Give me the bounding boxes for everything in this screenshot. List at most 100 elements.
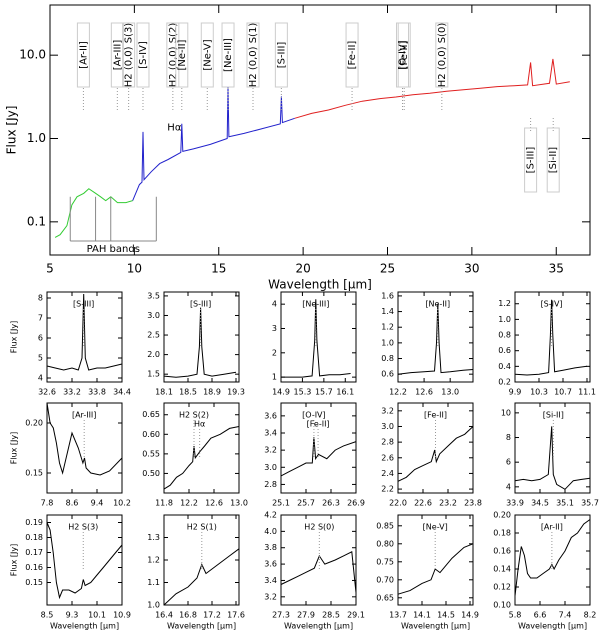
y-tick-label: 4.2 [264,511,277,520]
label-box [110,22,124,88]
line-label: [Ar-III] [112,40,123,71]
y-tick-label: 10.0 [19,48,46,62]
x-tick-label: 12.2 [389,388,407,397]
line-label: H2 (0,0) S(1) [248,23,259,88]
y-tick-label: 1.6 [381,291,394,300]
y-tick-label: 3.4 [264,576,277,585]
y-tick-label: 1.3 [147,533,160,542]
y-tick-label: 0.6 [498,346,511,355]
x-tick-label: 25.1 [272,499,290,508]
x-tick-label: 6.6 [534,611,547,620]
y-tick-label: 0.12 [493,583,511,592]
label-box [435,22,449,88]
line-label: [Ar-II] [541,523,563,532]
label-box [221,22,235,88]
label-box [200,22,214,88]
label-box [546,127,560,193]
y-tick-label: 3.5 [147,291,160,300]
x-tick-label: 35.1 [556,499,574,508]
y-tick-label: 1.2 [498,299,511,308]
x-tick-label: 5 [46,262,54,276]
spectrum-line [132,86,295,201]
y-tick-label: 3.2 [381,406,394,415]
y-tick-label: 2.5 [147,331,160,340]
x-tick-label: 13.0 [441,388,459,397]
spectrum-line [514,519,591,597]
line-label: Hα [167,123,182,134]
y-tick-label: 0.8 [498,331,511,340]
y-tick-label: 0.8 [381,354,394,363]
x-tick-label: 18.1 [155,388,173,397]
x-tick-label: 34.4 [113,388,131,397]
x-tick-label: 13.7 [389,611,407,620]
y-tick-label: 3.0 [147,311,160,320]
x-tick-label: 22.6 [414,499,432,508]
spectrum-line [163,426,240,490]
y-tick-label: 3.8 [264,543,277,552]
line-label: [Si-II] [543,411,564,420]
y-tick-label: 0.50 [142,469,160,478]
label-box [166,22,180,88]
x-tick-label: 35.7 [581,499,599,508]
y-axis-label: Flux [Jy] [5,106,19,155]
x-tick-label: 17.6 [227,611,245,620]
y-tick-label: 0.17 [25,548,43,557]
y-tick-label: 0.16 [25,563,43,572]
label-box [136,22,150,88]
label-box [175,22,189,88]
y-tick-label: 10 [501,408,511,417]
y-tick-label: 1.0 [147,601,160,610]
line-label: [S-III] [276,42,287,69]
plot-frame [514,291,591,383]
y-tick-label: 0.2 [498,378,511,387]
x-tick-label: 20 [295,262,310,276]
line-label: [S-IV] [541,300,563,309]
line-label: Hα [194,420,205,429]
x-tick-label: 35 [549,262,564,276]
line-label: [O-IV] [398,40,409,69]
x-tick-label: 15.7 [315,388,333,397]
plot-frame [46,291,123,383]
y-tick-label: 0.1 [27,214,46,228]
line-label: H2 S(0) [304,523,334,532]
y-tick-label: 5 [38,354,43,363]
x-tick-label: 23.8 [464,499,482,508]
y-tick-label: 0.15 [25,469,43,478]
x-tick-label: 30 [464,262,479,276]
y-axis-label: Flux [Jy] [10,544,19,577]
x-tick-label: 8.5 [41,611,54,620]
y-tick-label: 3.2 [264,592,277,601]
x-tick-label: 17.2 [203,611,221,620]
x-tick-label: 9.3 [66,611,79,620]
plot-frame [280,514,357,606]
x-tick-label: 25 [380,262,395,276]
y-tick-label: 2.2 [381,485,394,494]
y-tick-label: 2 [272,348,277,357]
x-tick-label: 19.3 [227,388,245,397]
y-tick-label: 0.20 [25,419,43,428]
x-tick-label: 25.7 [297,499,315,508]
x-tick-label: 12.6 [415,388,433,397]
plot-frame [280,402,357,494]
x-tick-label: 7.8 [41,499,54,508]
y-tick-label: 2.6 [381,453,394,462]
y-tick-label: 1 [272,373,277,382]
label-box [524,127,538,193]
line-label: [S-III] [526,147,537,174]
y-tick-label: 0.10 [493,601,511,610]
spectrum-line [46,293,123,371]
spectrum-line [280,551,357,593]
x-tick-label: 34.5 [531,499,549,508]
x-tick-label: 26.3 [322,499,340,508]
y-tick-label: 0.55 [142,449,160,458]
y-tick-label: 0.6 [381,370,394,379]
line-label: [Ne-V] [202,39,213,70]
plot-frame [397,514,474,606]
spectrum-line [54,188,133,238]
plot-frame [46,402,123,494]
plot-frame [397,291,474,383]
x-axis-label: Wavelength [μm] [284,622,353,631]
y-tick-label: 3.6 [264,560,277,569]
x-tick-label: 12.6 [205,499,223,508]
plot-frame [163,402,240,494]
